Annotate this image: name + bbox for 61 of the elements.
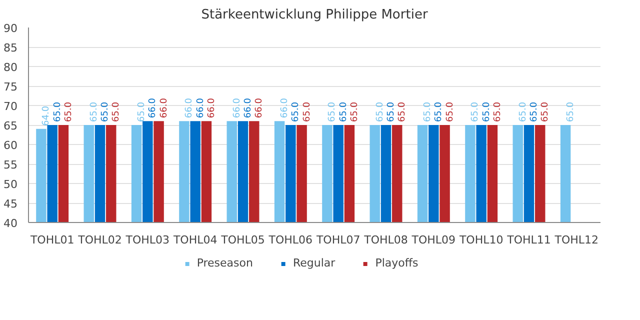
x-tick-label: TOHL08 xyxy=(363,234,408,246)
data-label: 65.0 xyxy=(112,102,122,122)
legend-label: Playoffs xyxy=(375,256,418,270)
data-label: 66.0 xyxy=(148,98,158,118)
x-tick-label: TOHL06 xyxy=(268,234,313,246)
chart-title: Stärkeentwicklung Philippe Mortier xyxy=(201,8,428,22)
data-label: 66.0 xyxy=(206,98,217,118)
data-label: 65.0 xyxy=(137,102,148,122)
data-label: 65.0 xyxy=(398,102,408,122)
y-tick-label: 55 xyxy=(4,158,18,172)
y-tick-label: 50 xyxy=(4,178,18,191)
data-label: 66.0 xyxy=(196,98,206,118)
data-label: 66.0 xyxy=(159,98,170,118)
data-label: 65.0 xyxy=(338,102,349,122)
data-label: 65.0 xyxy=(64,102,74,122)
data-label: 65.0 xyxy=(470,102,481,122)
data-label: 65.0 xyxy=(518,102,528,122)
legend-label: Preseason xyxy=(196,256,253,270)
x-tick-label: TOHL03 xyxy=(124,234,170,246)
data-label: 65.0 xyxy=(492,102,503,122)
x-tick-label: TOHL10 xyxy=(458,234,504,246)
y-tick-label: 85 xyxy=(4,42,18,54)
y-tick-label: 90 xyxy=(4,22,18,35)
data-label: 65.0 xyxy=(530,102,540,122)
x-tick-label: TOHL12 xyxy=(554,234,599,246)
data-label: 65.0 xyxy=(386,102,396,122)
data-label: 65.0 xyxy=(566,102,576,122)
legend-label: Regular xyxy=(292,256,336,270)
data-label: 66.0 xyxy=(232,98,242,118)
y-tick-label: 65 xyxy=(4,120,18,132)
x-tick-label: TOHL04 xyxy=(172,234,218,246)
data-label: 65.0 xyxy=(423,102,434,122)
data-label: 65.0 xyxy=(302,102,312,122)
data-label: 64.0 xyxy=(42,106,52,126)
data-label: 65.0 xyxy=(434,102,444,122)
data-label: 65.0 xyxy=(89,102,100,122)
y-tick-label: 45 xyxy=(4,198,18,210)
y-tick-label: 70 xyxy=(4,100,18,113)
data-label: 65.0 xyxy=(445,102,456,122)
data-label: 65.0 xyxy=(100,102,110,122)
data-label: 65.0 xyxy=(350,102,360,122)
x-tick-label: TOHL07 xyxy=(315,234,360,246)
x-tick-label: TOHL02 xyxy=(77,234,122,246)
x-tick-label: TOHL11 xyxy=(506,234,551,246)
data-label: 65.0 xyxy=(482,102,492,122)
x-tick-label: TOHL09 xyxy=(410,234,456,246)
y-tick-label: 75 xyxy=(4,80,18,94)
data-label: 65.0 xyxy=(328,102,338,122)
data-label: 66.0 xyxy=(244,98,254,118)
data-label: 65.0 xyxy=(291,102,302,122)
data-label: 65.0 xyxy=(375,102,386,122)
data-label: 66.0 xyxy=(184,98,195,118)
y-tick-label: 40 xyxy=(4,217,18,230)
data-label: 65.0 xyxy=(52,102,63,122)
x-tick-label: TOHL05 xyxy=(220,234,265,246)
data-label: 66.0 xyxy=(280,98,290,118)
y-tick-label: 60 xyxy=(4,139,18,152)
data-label: 66.0 xyxy=(254,98,265,118)
x-tick-label: TOHL01 xyxy=(29,234,74,246)
y-tick-label: 80 xyxy=(4,61,18,74)
data-label: 65.0 xyxy=(540,102,551,122)
